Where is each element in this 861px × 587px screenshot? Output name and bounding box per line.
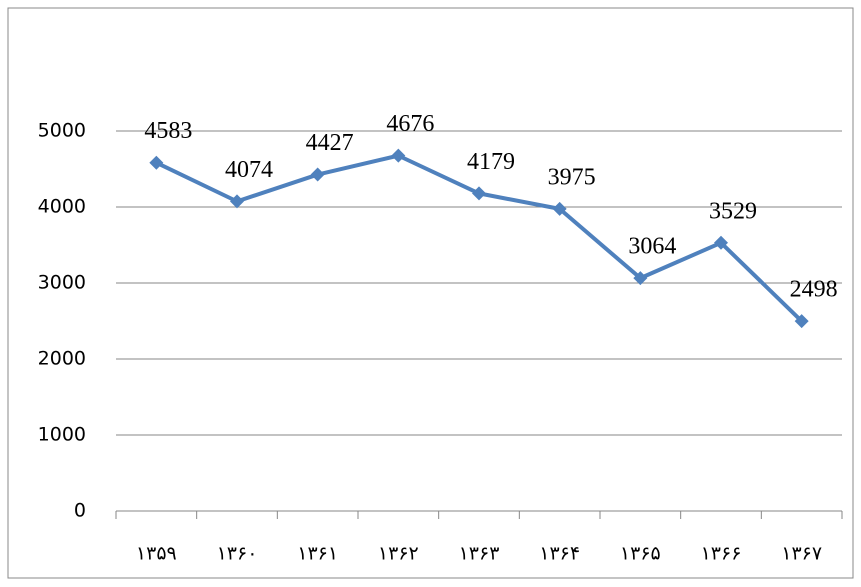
x-tick-label: ۱۳۵۹ (136, 543, 177, 565)
x-tick-label: ۱۳۶۲ (378, 543, 419, 565)
data-label: 4427 (306, 130, 354, 156)
x-tick-label: ۱۳۶۳ (459, 543, 500, 565)
y-tick-label: 5000 (38, 120, 86, 142)
x-tick-label: ۱۳۶۷ (781, 543, 822, 565)
x-tick-label: ۱۳۶۴ (539, 543, 580, 565)
x-tick-label: ۱۳۶۶ (701, 543, 742, 565)
y-tick-label: 4000 (38, 196, 86, 218)
y-tick-label: 0 (74, 500, 86, 522)
data-label: 3064 (628, 234, 676, 260)
y-tick-label: 2000 (38, 348, 86, 370)
y-tick-label: 1000 (38, 424, 86, 446)
data-label: 4583 (144, 118, 192, 144)
y-tick-label: 3000 (38, 272, 86, 294)
x-tick-label: ۱۳۶۱ (297, 543, 338, 565)
chart-border (8, 8, 853, 578)
data-label: 2498 (790, 277, 838, 303)
data-label: 3975 (548, 164, 596, 190)
x-tick-label: ۱۳۶۵ (620, 543, 661, 565)
data-label: 4676 (386, 111, 434, 137)
chart: 0 1000 2000 3000 4000 5000 ۱۳۵۹ ۱۳۶۰ ۱۳۶۱ ۱۳۶۲ ۱۳۶… (0, 0, 861, 587)
data-label: 3529 (709, 198, 757, 224)
data-label: 4179 (467, 149, 515, 175)
data-label: 4074 (225, 157, 273, 183)
x-tick-label: ۱۳۶۰ (217, 543, 258, 565)
